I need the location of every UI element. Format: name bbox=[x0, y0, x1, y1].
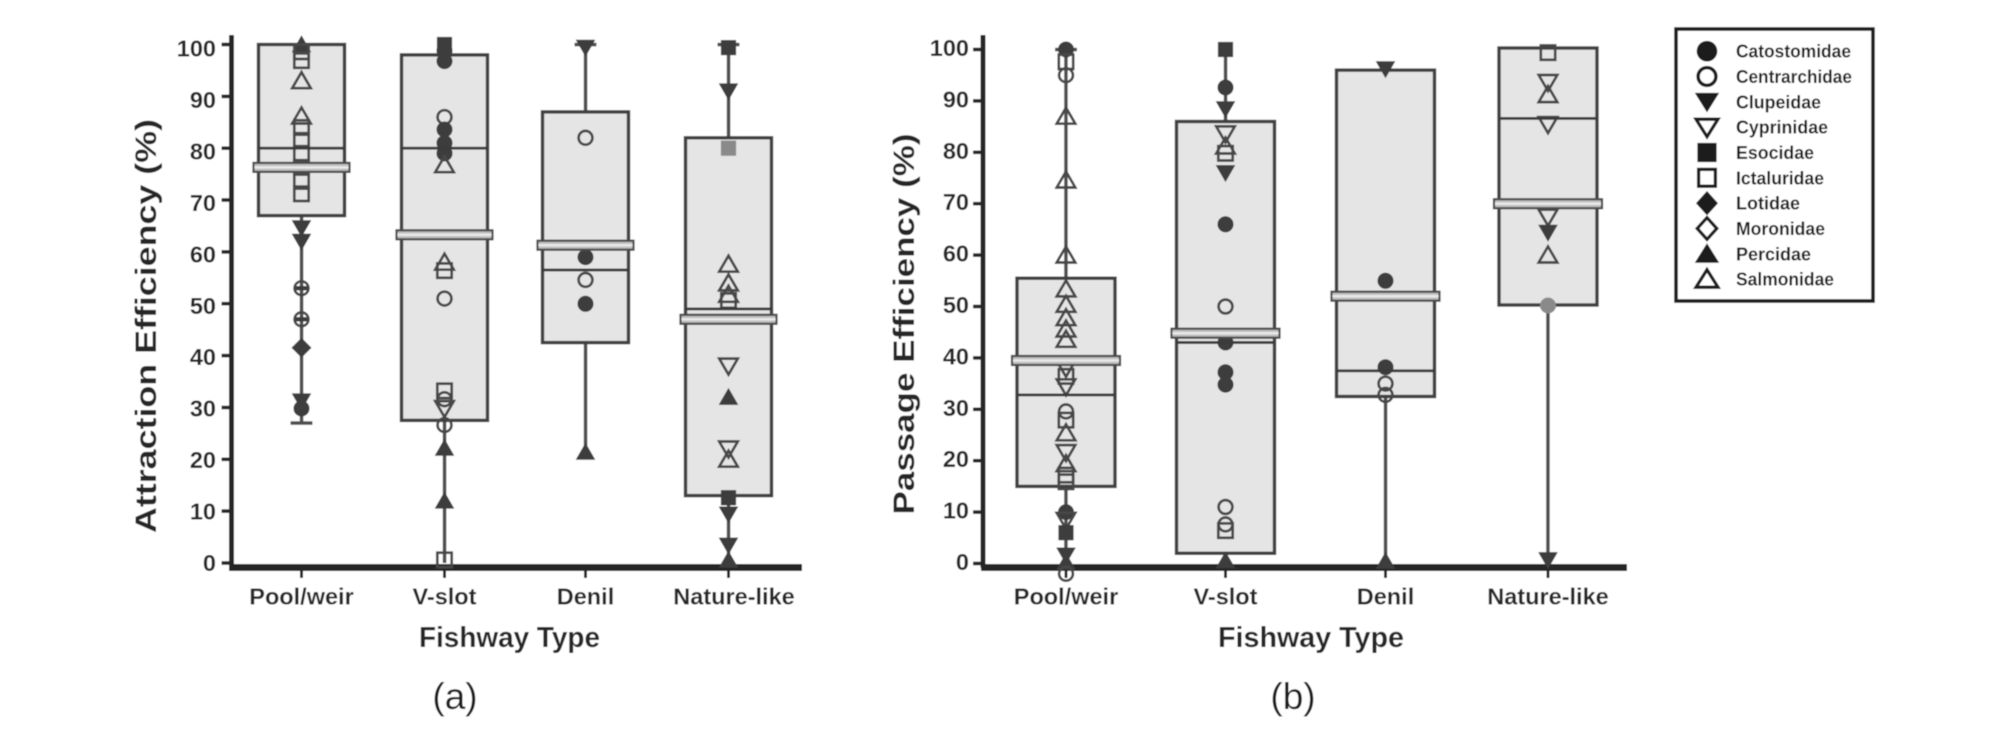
svg-text:Cyprinidae: Cyprinidae bbox=[1736, 117, 1828, 138]
svg-text:V-slot: V-slot bbox=[1194, 584, 1258, 610]
svg-text:10: 10 bbox=[943, 498, 969, 524]
svg-text:Clupeidae: Clupeidae bbox=[1736, 91, 1821, 112]
svg-text:Denil: Denil bbox=[1357, 584, 1414, 610]
svg-text:100: 100 bbox=[177, 36, 216, 62]
svg-text:Esocidae: Esocidae bbox=[1736, 142, 1814, 163]
svg-text:Attraction Efficiency (%): Attraction Efficiency (%) bbox=[130, 119, 163, 533]
svg-text:60: 60 bbox=[943, 241, 969, 267]
svg-text:70: 70 bbox=[190, 190, 216, 216]
svg-text:Nature-like: Nature-like bbox=[673, 584, 794, 610]
svg-text:80: 80 bbox=[190, 138, 216, 164]
svg-text:80: 80 bbox=[943, 138, 969, 164]
svg-text:Pool/weir: Pool/weir bbox=[249, 584, 353, 610]
svg-text:40: 40 bbox=[190, 344, 216, 370]
svg-text:60: 60 bbox=[190, 241, 216, 267]
svg-text:Ictaluridae: Ictaluridae bbox=[1736, 167, 1824, 188]
svg-text:Catostomidae: Catostomidae bbox=[1736, 41, 1851, 62]
svg-text:90: 90 bbox=[943, 86, 969, 112]
svg-text:Denil: Denil bbox=[557, 584, 614, 610]
svg-text:Nature-like: Nature-like bbox=[1487, 584, 1608, 610]
svg-text:0: 0 bbox=[203, 550, 216, 576]
svg-text:30: 30 bbox=[943, 395, 969, 421]
svg-text:70: 70 bbox=[943, 189, 969, 215]
svg-text:90: 90 bbox=[190, 87, 216, 113]
svg-text:Fishway Type: Fishway Type bbox=[1218, 622, 1404, 654]
svg-text:Lotidae: Lotidae bbox=[1736, 193, 1800, 214]
svg-text:Passage Efficiency (%): Passage Efficiency (%) bbox=[888, 134, 921, 515]
svg-text:Pool/weir: Pool/weir bbox=[1014, 584, 1118, 610]
svg-text:20: 20 bbox=[190, 447, 216, 473]
svg-text:50: 50 bbox=[190, 293, 216, 319]
svg-text:Moronidae: Moronidae bbox=[1736, 218, 1825, 239]
svg-text:50: 50 bbox=[943, 292, 969, 318]
svg-text:100: 100 bbox=[930, 35, 969, 61]
svg-text:Fishway Type: Fishway Type bbox=[419, 622, 600, 654]
svg-text:Percidae: Percidae bbox=[1736, 243, 1811, 264]
svg-text:V-slot: V-slot bbox=[413, 584, 477, 610]
svg-text:20: 20 bbox=[943, 446, 969, 472]
svg-text:0: 0 bbox=[956, 549, 969, 575]
svg-text:30: 30 bbox=[190, 396, 216, 422]
svg-text:Centrarchidae: Centrarchidae bbox=[1736, 66, 1852, 87]
svg-text:10: 10 bbox=[190, 499, 216, 525]
svg-text:(a): (a) bbox=[432, 676, 477, 717]
svg-text:40: 40 bbox=[943, 343, 969, 369]
svg-text:(b): (b) bbox=[1270, 676, 1315, 717]
svg-text:Salmonidae: Salmonidae bbox=[1736, 269, 1834, 290]
